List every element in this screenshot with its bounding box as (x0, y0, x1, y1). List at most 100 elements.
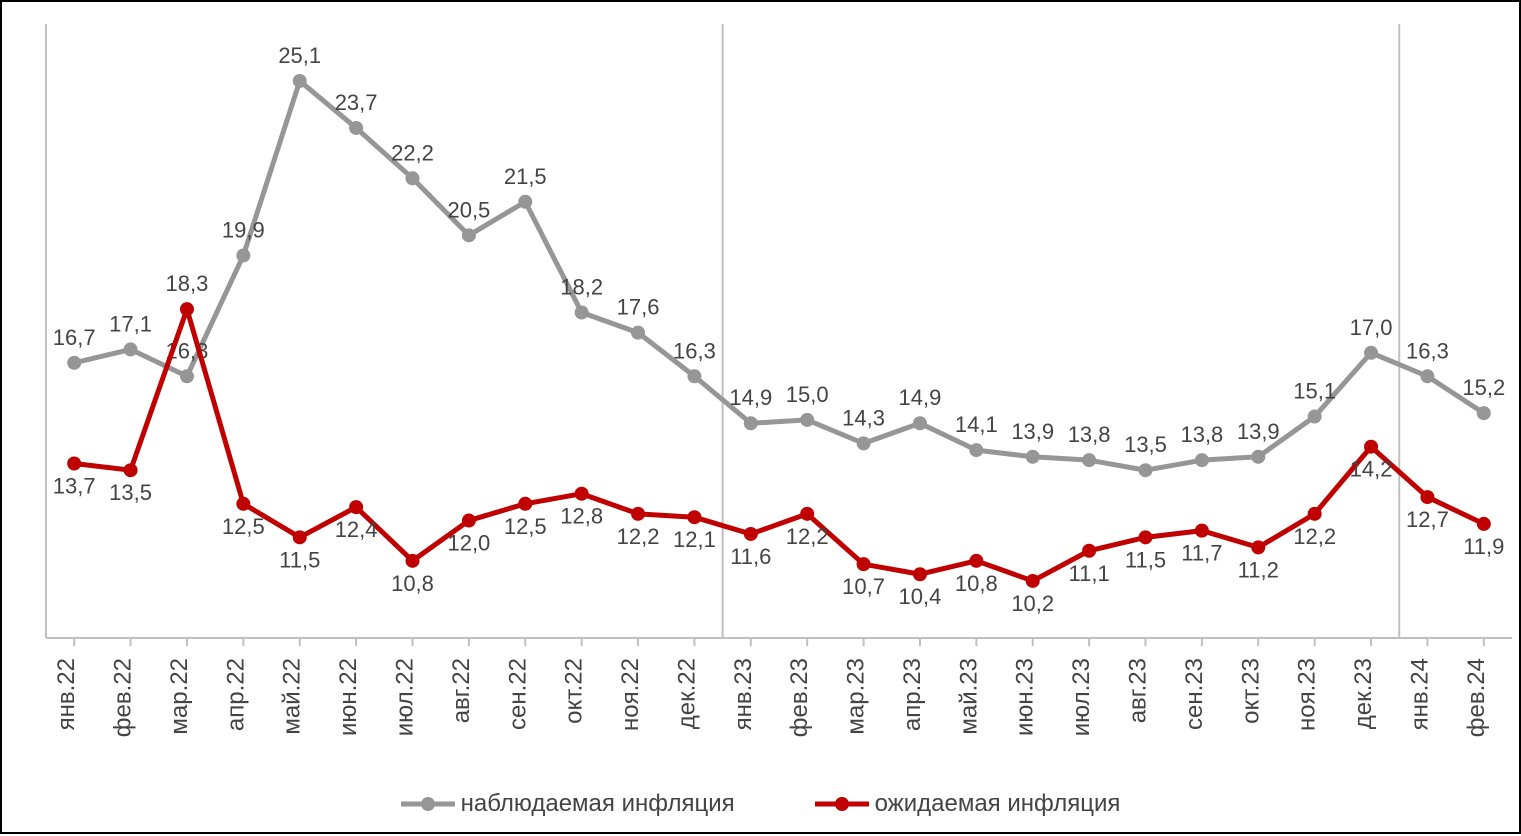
series-marker (913, 567, 927, 581)
series-marker (857, 436, 871, 450)
data-label: 10,8 (391, 571, 434, 596)
series-marker (800, 413, 814, 427)
data-label: 20,5 (447, 197, 490, 222)
data-label: 13,8 (1068, 422, 1111, 447)
series-marker (575, 487, 589, 501)
data-label: 12,2 (617, 524, 660, 549)
data-label: 10,8 (955, 571, 998, 596)
series-marker (406, 171, 420, 185)
data-label: 12,8 (560, 504, 603, 529)
data-label: 11,1 (1069, 561, 1110, 586)
x-axis-label: май.23 (955, 658, 982, 735)
series-marker (575, 306, 589, 320)
legend-label-expected: ожидаемая инфляция (875, 790, 1121, 818)
series-marker (1364, 440, 1378, 454)
x-axis-label: апр.22 (222, 658, 249, 731)
series-marker (518, 195, 532, 209)
x-axis-label: май.22 (279, 658, 306, 735)
data-label: 25,1 (278, 43, 321, 68)
series-marker (687, 510, 701, 524)
data-label: 23,7 (335, 90, 378, 115)
series-marker (236, 497, 250, 511)
data-label: 12,5 (222, 514, 265, 539)
series-marker (293, 530, 307, 544)
data-label: 11,9 (1463, 534, 1504, 559)
data-label: 14,1 (955, 412, 998, 437)
series-marker (1477, 406, 1491, 420)
data-label: 15,2 (1462, 375, 1505, 400)
series-marker (1082, 544, 1096, 558)
data-label: 12,2 (1293, 524, 1336, 549)
data-label: 16,3 (673, 338, 716, 363)
data-label: 12,5 (504, 514, 547, 539)
data-label: 21,5 (504, 164, 547, 189)
series-marker (1251, 450, 1265, 464)
series-marker (1139, 530, 1153, 544)
data-label: 14,9 (729, 385, 772, 410)
series-marker (1420, 369, 1434, 383)
x-axis-label: дек.22 (673, 658, 700, 729)
x-axis-label: мар.23 (843, 658, 870, 735)
data-label: 12,7 (1406, 507, 1449, 532)
series-marker (462, 514, 476, 528)
series-marker (1477, 517, 1491, 531)
inflation-line-chart: янв.22фев.22мар.22апр.22май.22июн.22июл.… (2, 2, 1521, 836)
data-label: 12,0 (447, 531, 490, 556)
series-marker (1420, 490, 1434, 504)
data-label: 10,7 (842, 574, 885, 599)
series-marker (744, 416, 758, 430)
series-marker (236, 248, 250, 262)
data-label: 11,6 (730, 544, 771, 569)
data-label: 13,9 (1237, 419, 1280, 444)
series-marker (687, 369, 701, 383)
series-marker (857, 557, 871, 571)
data-label: 14,2 (1350, 457, 1393, 482)
chart-frame: янв.22фев.22мар.22апр.22май.22июн.22июл.… (0, 0, 1521, 834)
series-marker (1139, 463, 1153, 477)
data-label: 11,5 (279, 547, 320, 572)
data-label: 19,9 (222, 217, 265, 242)
series-line (74, 81, 1484, 470)
data-label: 15,0 (786, 382, 829, 407)
data-label: 12,4 (335, 517, 378, 542)
data-label: 17,0 (1350, 315, 1393, 340)
data-label: 14,9 (899, 385, 942, 410)
legend-label-observed: наблюдаемая инфляция (461, 790, 735, 818)
series-marker (293, 74, 307, 88)
legend-swatch-expected (815, 794, 869, 814)
x-axis-label: фев.24 (1463, 658, 1490, 737)
data-label: 16,7 (53, 325, 96, 350)
series-marker (913, 416, 927, 430)
series-marker (180, 369, 194, 383)
series-marker (180, 302, 194, 316)
x-axis-label: фев.22 (110, 658, 137, 737)
x-axis-label: ноя.23 (1294, 658, 1321, 731)
x-axis-label: июл.23 (1068, 658, 1095, 736)
series-marker (518, 497, 532, 511)
data-label: 14,3 (842, 405, 885, 430)
series-marker (124, 463, 138, 477)
legend-swatch-observed (401, 794, 455, 814)
data-label: 11,2 (1238, 557, 1279, 582)
data-label: 17,6 (617, 295, 660, 320)
x-axis-label: авг.22 (448, 658, 475, 723)
x-axis-label: мар.22 (166, 658, 193, 735)
series-marker (1364, 346, 1378, 360)
data-label: 13,5 (109, 480, 152, 505)
data-label: 18,3 (166, 271, 209, 296)
data-label: 12,1 (673, 527, 716, 552)
data-label: 13,8 (1180, 422, 1223, 447)
series-marker (1026, 574, 1040, 588)
series-marker (631, 507, 645, 521)
series-marker (1195, 524, 1209, 538)
series-marker (1251, 540, 1265, 554)
series-marker (1082, 453, 1096, 467)
x-axis-label: июн.23 (1012, 658, 1039, 736)
data-label: 13,9 (1011, 419, 1054, 444)
series-marker (744, 527, 758, 541)
series-marker (349, 500, 363, 514)
legend-item-observed: наблюдаемая инфляция (401, 790, 735, 818)
series-marker (1308, 410, 1322, 424)
x-axis-label: окт.22 (561, 658, 588, 724)
series-marker (1195, 453, 1209, 467)
